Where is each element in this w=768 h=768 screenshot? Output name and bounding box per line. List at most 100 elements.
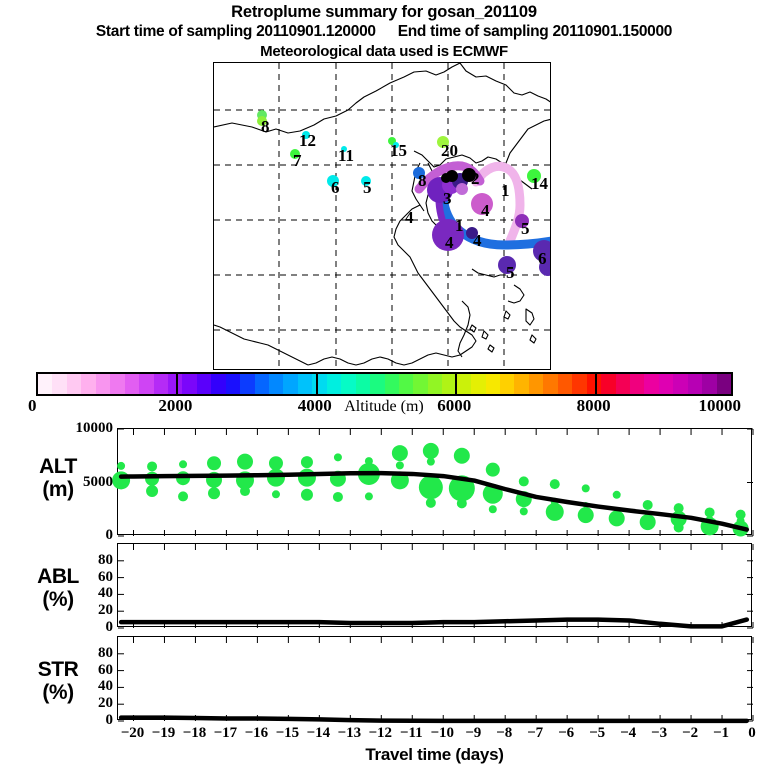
colorbar-swatch [528,374,544,394]
colorbar-swatch [673,374,688,394]
x-tick-label: −14 [306,725,331,741]
colorbar-swatch [66,374,82,394]
colorbar-swatch [283,374,298,394]
tick-marks [118,544,754,629]
colorbar-swatch [167,374,183,394]
colorbar-swatch [514,374,529,394]
map-cluster-label: 11 [338,146,355,165]
colorbar-swatch [398,374,414,394]
x-tick-label: −15 [275,725,300,741]
colorbar-swatch [384,374,399,394]
sampling-time-row: Start time of sampling 20110901.120000 E… [0,22,768,42]
altitude-colorbar [36,372,733,396]
colorbar-swatch [81,374,96,394]
colorbar-swatch [557,374,573,394]
colorbar-separator [176,374,179,394]
map-cluster-label: 7 [293,151,302,170]
y-tick-label: 80 [98,551,113,568]
met-data-label: Meteorological data used is ECMWF [260,43,508,60]
colorbar-tick-label: 6000 [437,396,472,415]
colorbar-swatch [326,374,342,394]
map-coastlines [214,63,550,366]
colorbar-swatch [629,374,645,394]
map-cluster-label: 6 [538,249,547,268]
str-label-text: STR [37,658,79,681]
y-tick-label: 10000 [75,420,114,436]
colorbar-swatch [110,374,125,394]
abl-unit-text: (%) [42,588,74,611]
y-tick-label: 0 [105,712,114,728]
colorbar-swatch [182,374,197,394]
y-tick-label: 40 [98,585,113,602]
tick-marks [118,637,754,722]
str-plot [117,636,754,724]
colorbar-swatch [500,374,515,394]
colorbar-swatch [153,374,168,394]
page-title: Retroplume summary for gosan_201109 [231,3,537,21]
y-tick-label: 80 [98,644,113,661]
colorbar-tick-label: 2000 [158,396,193,415]
colorbar-swatch [355,374,371,394]
y-tick-label: 5000 [83,473,113,490]
map-cluster-label: 3 [443,189,452,208]
colorbar-swatch [211,374,226,394]
x-tick-label: −13 [337,725,362,741]
colorbar-swatch [572,374,587,394]
y-tick-label: 0 [105,527,114,543]
colorbar-swatch [427,374,443,394]
map-cluster-label: 15 [390,141,407,160]
y-tick-label: 40 [98,678,113,695]
mean-line [118,715,750,724]
colorbar-swatch [413,374,428,394]
map-cluster-label: 1 [501,181,510,200]
x-tick-label: −3 [651,725,668,741]
end-time-label: End time of sampling 20110901.150000 [397,23,673,40]
map-cluster-label: 2 [471,169,480,188]
colorbar-swatch [52,374,67,394]
colorbar-swatch [543,374,558,394]
y-tick-label: 20 [98,602,113,619]
colorbar-gradient [36,372,733,396]
colorbar-swatch [370,374,385,394]
colorbar-swatch [615,374,630,394]
start-time-label: Start time of sampling 20110901.120000 [95,23,376,40]
str-plot-svg [118,637,754,724]
x-tick-label: −18 [182,725,207,741]
y-tick-label: 0 [105,619,114,635]
str-axis-label: STR (%) [6,658,110,704]
x-tick-label: −20 [120,725,145,741]
colorbar-swatch [269,374,284,394]
colorbar-swatch [124,374,140,394]
x-tick-label: −9 [465,725,482,741]
map-cluster-label: 4 [445,233,454,252]
x-tick-label: −19 [151,725,176,741]
x-tick-label: 0 [748,725,756,741]
colorbar-separator [455,374,458,394]
abl-plot-svg [118,544,754,629]
colorbar-swatch [687,374,703,394]
colorbar-swatch [312,374,327,394]
str-unit-text: (%) [42,681,74,704]
colorbar-title: Altitude (m) [344,398,424,415]
abl-axis-label: ABL (%) [6,565,110,611]
map-cluster-label: 14 [531,174,548,193]
colorbar-separator [594,374,597,394]
colorbar-swatch [601,374,616,394]
alt-label-text: ALT [39,455,77,478]
colorbar-swatch [644,374,659,394]
colorbar-swatch [702,374,717,394]
y-tick-label: 60 [98,568,113,585]
map-cluster-label: 5 [363,178,372,197]
colorbar-swatch [254,374,269,394]
alt-plot-svg [112,428,754,537]
x-tick-label: −7 [527,725,544,741]
retroplume-map [213,62,551,370]
x-tick-label: −11 [399,725,423,741]
alt-plot [112,428,754,537]
colorbar-tick-label: 8000 [576,396,611,415]
colorbar-swatch [139,374,154,394]
map-cluster-label: 5 [506,263,515,282]
tick-marks [118,428,754,537]
colorbar-swatch [716,374,731,394]
map-cluster-label: 4 [405,208,414,227]
